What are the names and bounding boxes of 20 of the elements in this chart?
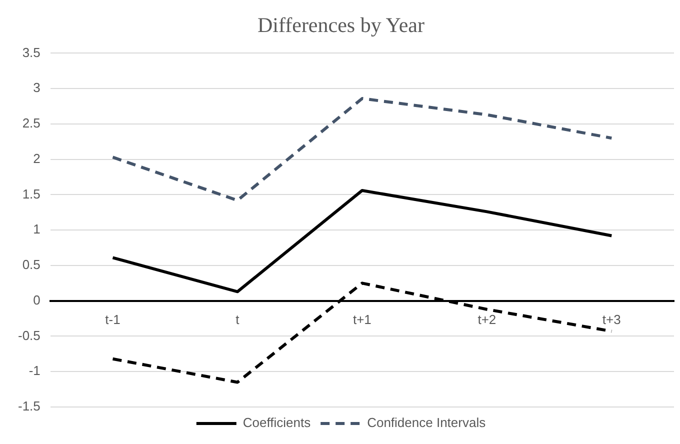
y-tick-label: 3.5	[22, 44, 40, 60]
y-tick-label: 1	[33, 222, 40, 237]
y-tick-label: 0.5	[22, 257, 40, 272]
y-tick-label: 2	[33, 150, 40, 166]
line-series	[111, 96, 614, 202]
legend-label: Coefficients	[242, 415, 312, 430]
y-tick-label: -0.5	[18, 328, 40, 343]
y-tick-label: 0	[33, 292, 40, 308]
chart-title: Differences by Year	[258, 13, 424, 38]
y-tick-label: -1.5	[18, 398, 40, 414]
x-tick-label: t+3	[602, 312, 621, 328]
y-tick-label: 1.5	[22, 186, 40, 202]
legend-label: Confidence Intervals	[367, 415, 486, 430]
y-tick-label: -1	[28, 363, 40, 378]
x-tick-label: t	[236, 312, 240, 328]
y-tick-label: 2.5	[22, 116, 40, 131]
x-tick-label: t+1	[352, 312, 372, 328]
x-tick-label: t-1	[105, 312, 120, 328]
x-tick-label: t+2	[478, 312, 496, 328]
y-tick-label: 3	[33, 80, 40, 96]
